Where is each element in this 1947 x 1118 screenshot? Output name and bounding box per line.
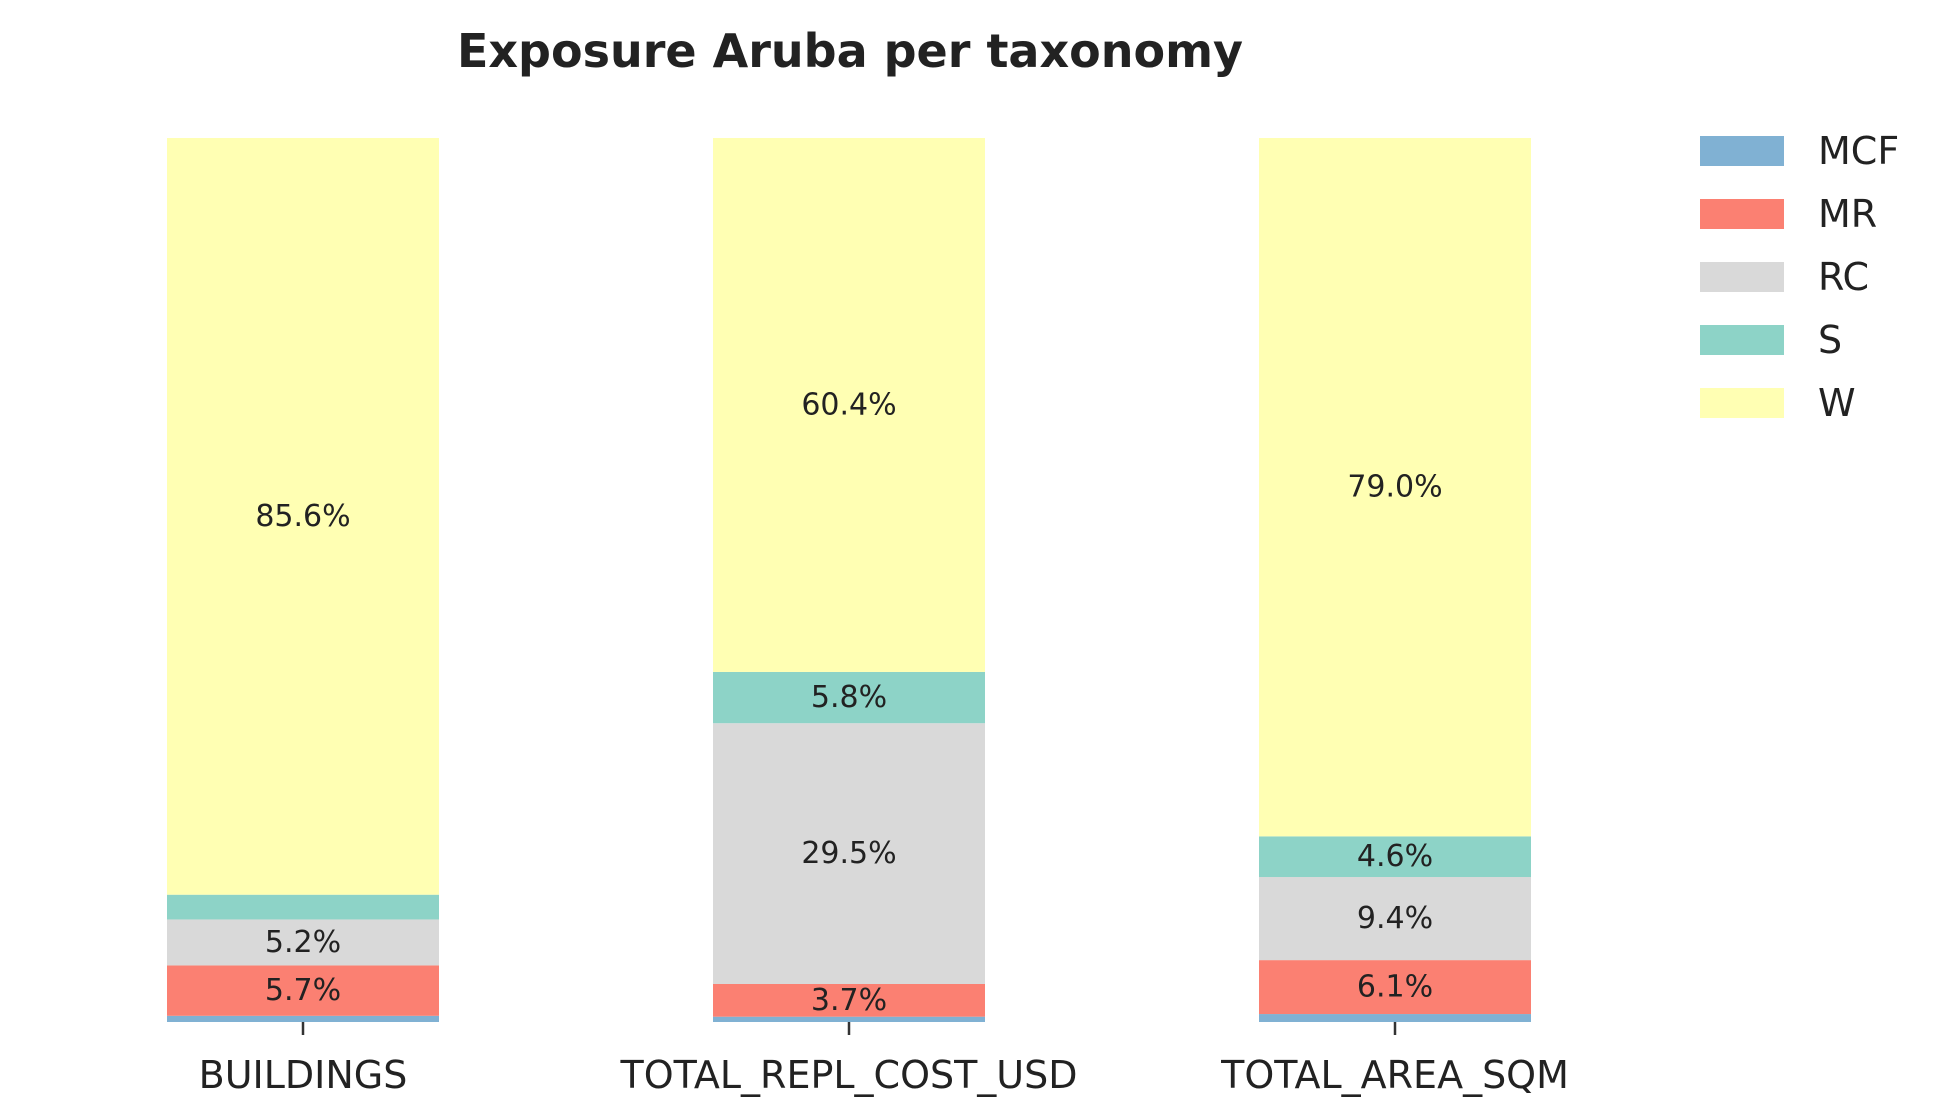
x-tick-label-total_repl_cost_usd: TOTAL_REPL_COST_USD: [619, 1053, 1077, 1097]
data-label-rc-buildings: 5.2%: [265, 925, 341, 960]
legend-label-mcf: MCF: [1818, 129, 1899, 173]
legend-label-mr: MR: [1818, 192, 1877, 236]
bar-segment-mr-total_area_sqm: [1259, 960, 1531, 1015]
bar-segment-mcf-total_repl_cost_usd: [713, 1016, 985, 1022]
data-label-rc-total_area_sqm: 9.4%: [1357, 901, 1433, 936]
legend: MCF MR RC SW: [1700, 129, 1899, 425]
x-tick-label-buildings: BUILDINGS: [199, 1053, 408, 1097]
legend-label-s: S: [1818, 318, 1842, 362]
x-tick-label-total_area_sqm: TOTAL_AREA_SQM: [1220, 1053, 1569, 1097]
bar-segment-mcf-total_area_sqm: [1259, 1014, 1531, 1022]
legend-swatch-mcf: [1700, 136, 1784, 166]
bar-segment-mr-total_repl_cost_usd: [713, 983, 985, 1017]
bar-segment-w-buildings: [167, 138, 439, 895]
legend-label-w: W: [1818, 381, 1856, 425]
bar-segment-mcf-buildings: [167, 1015, 439, 1022]
data-label-mr-total_area_sqm: 6.1%: [1357, 970, 1433, 1005]
legend-label-rc: RC: [1818, 255, 1869, 299]
bar-segment-rc-buildings: [167, 919, 439, 966]
bar-segment-w-total_area_sqm: [1259, 138, 1531, 837]
data-label-w-buildings: 85.6%: [255, 499, 350, 534]
data-label-s-total_area_sqm: 4.6%: [1357, 839, 1433, 874]
data-label-mr-total_repl_cost_usd: 3.7%: [811, 983, 887, 1018]
bar-segment-s-total_repl_cost_usd: [713, 671, 985, 724]
bar-segment-mr-buildings: [167, 965, 439, 1016]
legend-swatch-mr: [1700, 199, 1784, 229]
data-label-w-total_repl_cost_usd: 60.4%: [801, 387, 896, 422]
bar-segment-w-total_repl_cost_usd: [713, 138, 985, 672]
x-axis: BUILDINGS TOTAL_REPL_COST_USD TOTAL_AREA_S…: [199, 1022, 1569, 1097]
bar-labels-layer: 5.7% 5.2% 85.6% 3.7% 29.5% 5.8% 60.4% 6.1% 9.4% 4…: [255, 387, 1442, 1017]
legend-swatch-s: [1700, 325, 1784, 355]
data-label-rc-total_repl_cost_usd: 29.5%: [801, 836, 896, 871]
bar-segment-s-total_area_sqm: [1259, 836, 1531, 878]
legend-swatch-rc: [1700, 262, 1784, 292]
bar-segment-rc-total_area_sqm: [1259, 877, 1531, 961]
data-label-w-total_area_sqm: 79.0%: [1347, 470, 1442, 505]
chart-title: Exposure Aruba per taxonomy: [457, 24, 1243, 78]
legend-swatch-w: [1700, 388, 1784, 418]
bars-layer: [167, 138, 1531, 1022]
data-label-s-total_repl_cost_usd: 5.8%: [811, 680, 887, 715]
bar-segment-s-buildings: [167, 894, 439, 920]
bar-segment-rc-total_repl_cost_usd: [713, 723, 985, 984]
data-label-mr-buildings: 5.7%: [265, 973, 341, 1008]
